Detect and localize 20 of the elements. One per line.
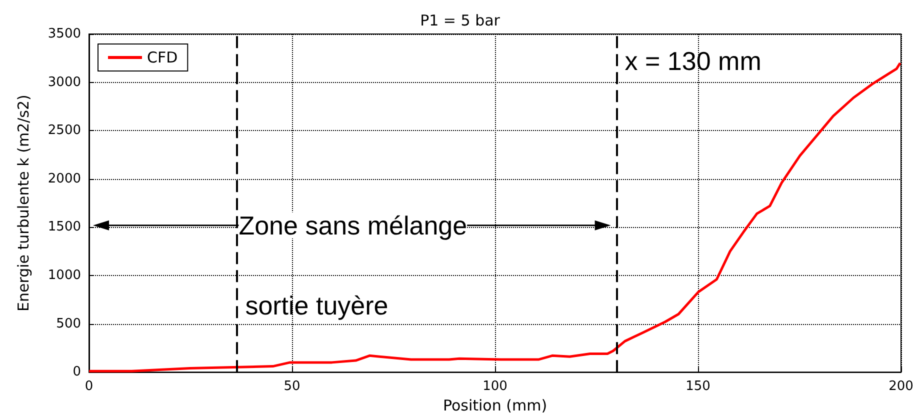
- y-tick-label: 2000: [48, 171, 81, 186]
- ref-line-label: sortie tuyère: [245, 290, 388, 320]
- x-tick-label: 200: [888, 379, 914, 394]
- annotation: Zone sans mélange: [238, 210, 468, 240]
- y-tick-label: 500: [56, 316, 81, 332]
- legend-label: CFD: [147, 48, 178, 66]
- y-tick-label: 1500: [48, 220, 81, 235]
- chart-title: P1 = 5 bar: [420, 12, 501, 30]
- ref-line-label: x = 130 mm: [624, 46, 762, 76]
- y-tick-label: 1000: [48, 268, 81, 283]
- x-tick-label: 100: [482, 379, 508, 394]
- y-tick-label: 3500: [48, 26, 81, 42]
- y-tick-label: 0: [72, 364, 81, 380]
- x-tick-label: 50: [284, 379, 300, 394]
- x-tick-label: 0: [84, 379, 94, 394]
- x-tick-label: 150: [686, 379, 710, 394]
- y-tick-label: 3000: [48, 74, 81, 90]
- y-tick-label: 2500: [48, 123, 81, 138]
- y-axis-title: Energie turbulente k (m2/s2): [14, 94, 32, 312]
- x-axis-title: Position (mm): [442, 396, 548, 414]
